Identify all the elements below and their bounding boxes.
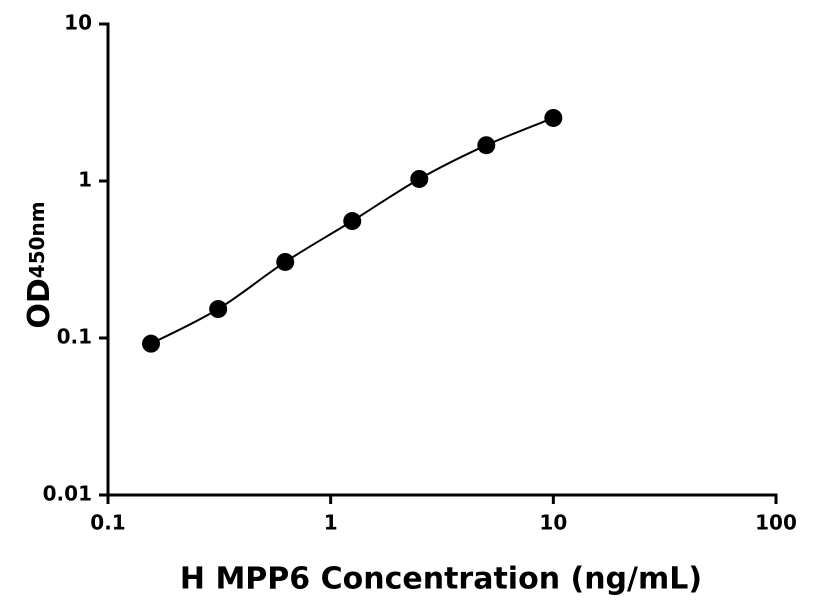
- y-axis-label-subscript: 450nm: [25, 201, 49, 278]
- data-point: [410, 169, 429, 188]
- data-point: [209, 300, 228, 319]
- y-axis-label-main: OD: [22, 278, 57, 328]
- x-tick-label: 1: [324, 511, 338, 535]
- data-point: [276, 252, 295, 271]
- x-axis-label: H MPP6 Concentration (ng/mL): [180, 562, 702, 597]
- y-tick-label: 1: [78, 168, 92, 192]
- data-point: [477, 136, 496, 155]
- y-tick-label: 0.01: [43, 482, 92, 506]
- data-point: [343, 212, 362, 231]
- y-tick-label: 0.1: [57, 325, 92, 349]
- data-point: [544, 108, 563, 127]
- x-tick-label: 100: [755, 511, 797, 535]
- data-point: [142, 334, 161, 353]
- y-tick-label: 10: [64, 11, 92, 35]
- x-tick-label: 0.1: [90, 511, 125, 535]
- y-axis-label: OD450nm: [22, 201, 57, 328]
- x-tick-label: 10: [539, 511, 567, 535]
